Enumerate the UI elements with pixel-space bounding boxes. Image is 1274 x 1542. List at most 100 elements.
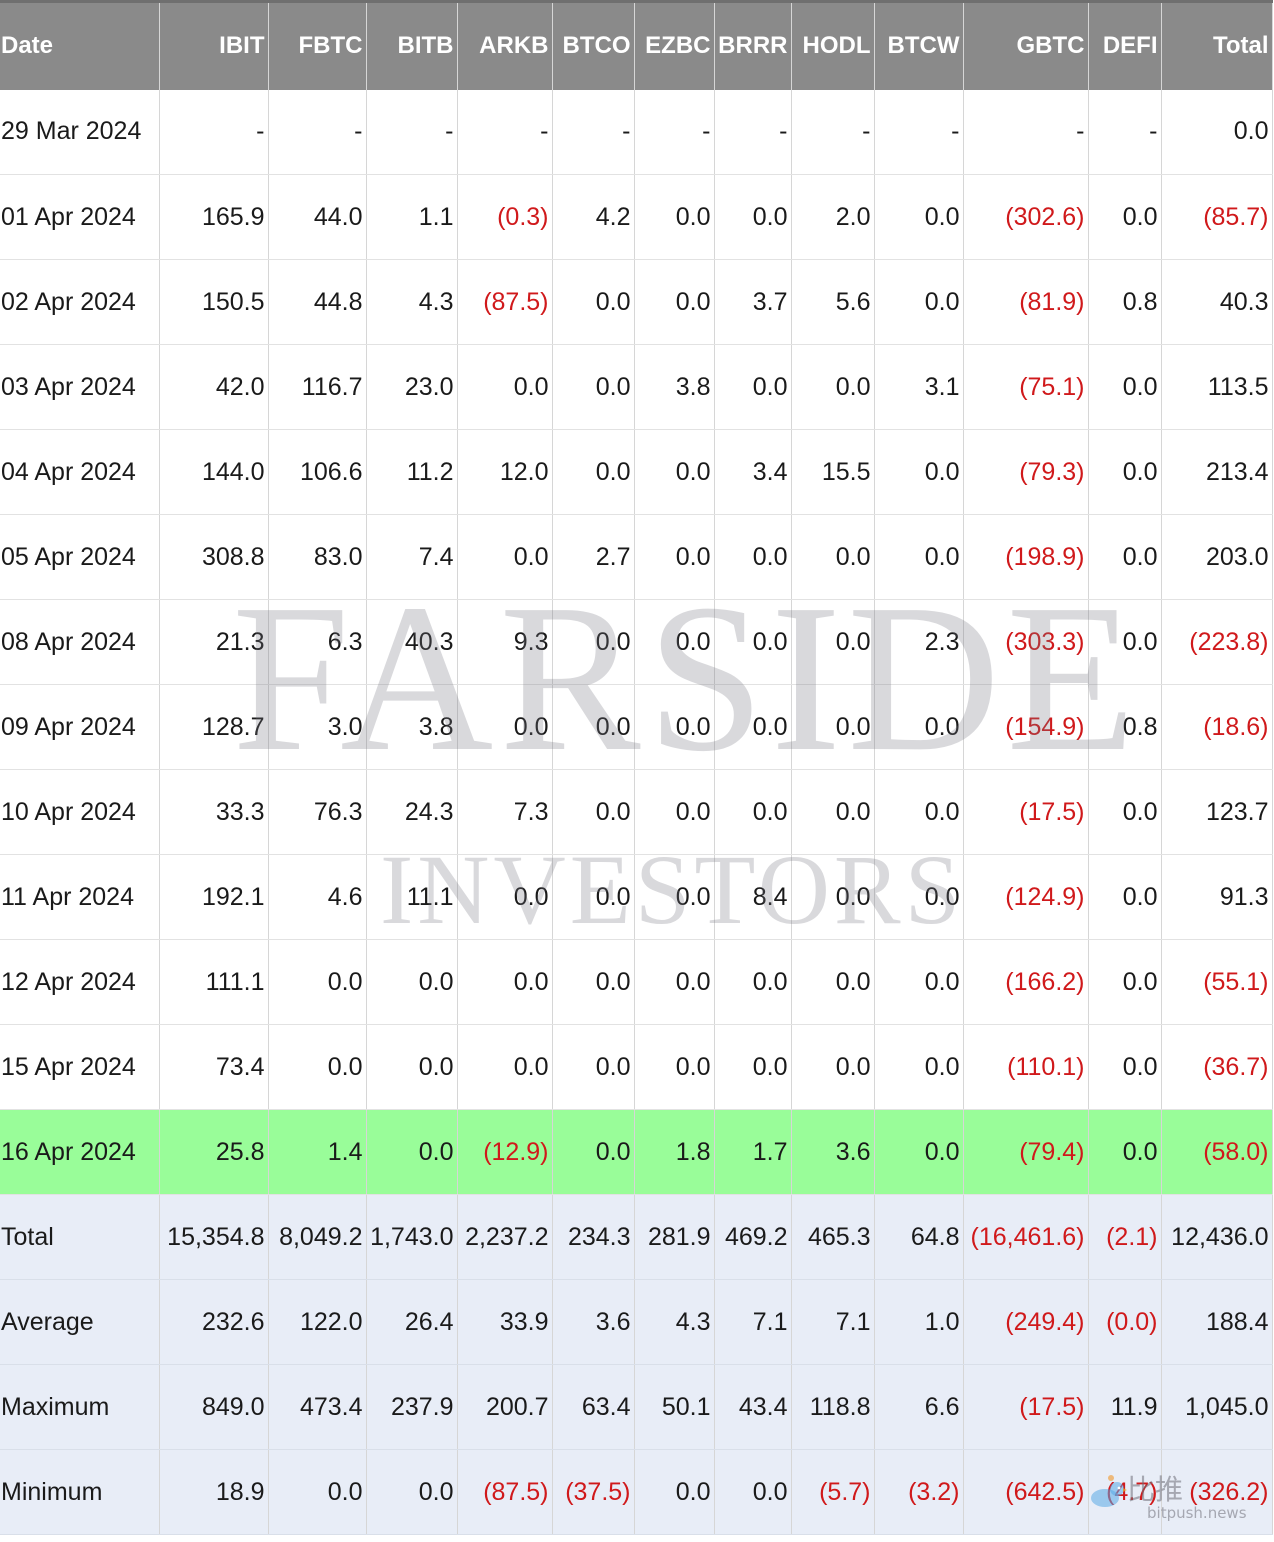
table-cell: - [457, 89, 553, 175]
table-cell: 116.7 [268, 344, 367, 430]
table-cell: - [634, 89, 715, 175]
table-cell: 0.0 [268, 1024, 367, 1110]
table-cell: - [714, 89, 792, 175]
table-cell: - [1088, 89, 1162, 175]
table-cell: 0.0 [1088, 344, 1162, 430]
table-cell: 0.0 [634, 174, 715, 260]
table-cell: 232.6 [159, 1279, 269, 1365]
row-label: Total [0, 1194, 160, 1280]
column-header-total: Total [1161, 0, 1273, 90]
row-label: 16 Apr 2024 [0, 1109, 160, 1195]
table-cell: - [791, 89, 875, 175]
table-cell: (75.1) [963, 344, 1089, 430]
table-cell: (79.3) [963, 429, 1089, 515]
table-cell: 0.0 [1088, 429, 1162, 515]
table-cell: 0.0 [874, 684, 964, 770]
table-cell: 111.1 [159, 939, 269, 1025]
table-cell: 1,045.0 [1161, 1364, 1273, 1450]
row-label: Average [0, 1279, 160, 1365]
table-cell: 2.7 [552, 514, 635, 600]
table-cell: 234.3 [552, 1194, 635, 1280]
table-cell: 128.7 [159, 684, 269, 770]
table-cell: 1.4 [268, 1109, 367, 1195]
table-cell: 3.8 [634, 344, 715, 430]
table-cell: 0.0 [874, 514, 964, 600]
table-cell: (154.9) [963, 684, 1089, 770]
table-cell: 43.4 [714, 1364, 792, 1450]
table-cell: 44.0 [268, 174, 367, 260]
table-cell: 192.1 [159, 854, 269, 940]
table-cell: 0.0 [366, 1024, 458, 1110]
table-cell: 0.0 [366, 1109, 458, 1195]
table-cell: 144.0 [159, 429, 269, 515]
table-cell: 63.4 [552, 1364, 635, 1450]
table-row: 01 Apr 2024 165.9 44.0 1.1 (0.3) 4.2 0.0 0.0 2.0… [0, 174, 1273, 260]
table-cell: (18.6) [1161, 684, 1273, 770]
table-cell: 26.4 [366, 1279, 458, 1365]
table-cell: 0.0 [552, 344, 635, 430]
table-cell: 0.0 [552, 854, 635, 940]
row-label: 12 Apr 2024 [0, 939, 160, 1025]
table-cell: 3.0 [268, 684, 367, 770]
table-row: 10 Apr 2024 33.3 76.3 24.3 7.3 0.0 0.0 0.0 0.0 0.… [0, 769, 1273, 855]
table-cell: (36.7) [1161, 1024, 1273, 1110]
table-cell: 122.0 [268, 1279, 367, 1365]
table-cell: 0.0 [552, 769, 635, 855]
table-cell: 0.0 [634, 429, 715, 515]
table-cell: (642.5) [963, 1449, 1089, 1535]
table-cell: 0.0 [634, 1024, 715, 1110]
table-cell: 2.3 [874, 599, 964, 685]
table-cell: (249.4) [963, 1279, 1089, 1365]
table-cell: (3.2) [874, 1449, 964, 1535]
table-cell: (198.9) [963, 514, 1089, 600]
table-cell: 0.0 [714, 1024, 792, 1110]
table-cell: 0.0 [791, 939, 875, 1025]
row-label: 11 Apr 2024 [0, 854, 160, 940]
table-cell: 15.5 [791, 429, 875, 515]
table-cell: (124.9) [963, 854, 1089, 940]
table-cell: 281.9 [634, 1194, 715, 1280]
table-row: 11 Apr 2024 192.1 4.6 11.1 0.0 0.0 0.0 8.4 0.0 0.… [0, 854, 1273, 940]
table-cell: (85.7) [1161, 174, 1273, 260]
table-cell: 76.3 [268, 769, 367, 855]
column-header-btco: BTCO [552, 0, 635, 90]
table-cell: 200.7 [457, 1364, 553, 1450]
table-cell: 12,436.0 [1161, 1194, 1273, 1280]
table-cell: - [159, 89, 269, 175]
table-cell: 0.0 [714, 939, 792, 1025]
table-cell: 0.0 [634, 769, 715, 855]
table-cell: 0.8 [1088, 259, 1162, 345]
table-cell: 3.6 [552, 1279, 635, 1365]
table-cell: 64.8 [874, 1194, 964, 1280]
table-cell: 0.0 [791, 854, 875, 940]
table-cell: 0.0 [714, 174, 792, 260]
table-cell: 0.0 [552, 684, 635, 770]
table-row: 15 Apr 2024 73.4 0.0 0.0 0.0 0.0 0.0 0.0 0.0 0.0(… [0, 1024, 1273, 1110]
table-cell: 106.6 [268, 429, 367, 515]
table-cell: 308.8 [159, 514, 269, 600]
table-cell: 0.0 [634, 854, 715, 940]
table-cell: 0.0 [1088, 1109, 1162, 1195]
table-cell: 0.0 [714, 1449, 792, 1535]
table-cell: (12.9) [457, 1109, 553, 1195]
table-cell: 188.4 [1161, 1279, 1273, 1365]
table-cell: 0.0 [874, 174, 964, 260]
table-cell: 21.3 [159, 599, 269, 685]
table-cell: 11.9 [1088, 1364, 1162, 1450]
row-label: 29 Mar 2024 [0, 89, 160, 175]
table-cell: - [963, 89, 1089, 175]
table-cell: 91.3 [1161, 854, 1273, 940]
table-cell: 0.0 [1088, 514, 1162, 600]
table-cell: 6.3 [268, 599, 367, 685]
table-cell: 0.0 [634, 514, 715, 600]
table-row: 03 Apr 2024 42.0 116.7 23.0 0.0 0.0 3.8 0.0 0.0 3… [0, 344, 1273, 430]
table-cell: 40.3 [366, 599, 458, 685]
row-label: 08 Apr 2024 [0, 599, 160, 685]
table-cell: 0.0 [552, 429, 635, 515]
row-label: 02 Apr 2024 [0, 259, 160, 345]
table-cell: 849.0 [159, 1364, 269, 1450]
table-cell: 0.0 [714, 599, 792, 685]
table-cell: 4.2 [552, 174, 635, 260]
table-header: Date IBIT FBTC BITB ARKB BTCO EZBC BRRR HODL BTCW… [0, 0, 1273, 90]
table-cell: 0.0 [366, 939, 458, 1025]
